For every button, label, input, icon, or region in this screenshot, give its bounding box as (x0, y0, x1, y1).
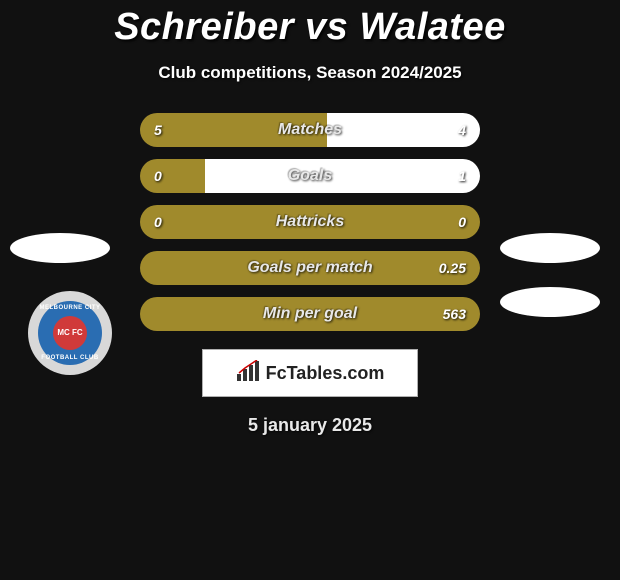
stat-row: Goals per match0.25 (140, 251, 480, 285)
stat-value-right: 0.25 (439, 260, 466, 276)
club-badge-left: MELBOURNE CITY MC FC FOOTBALL CLUB (28, 291, 112, 375)
stat-label: Goals (140, 167, 480, 185)
page-title: Schreiber vs Walatee (0, 0, 620, 49)
subtitle: Club competitions, Season 2024/2025 (0, 63, 620, 83)
player-left-placeholder-icon (10, 233, 110, 263)
badge-text-bottom: FOOTBALL CLUB (38, 355, 102, 361)
stat-row: 5Matches4 (140, 113, 480, 147)
stat-label: Goals per match (140, 259, 480, 277)
stat-label: Min per goal (140, 305, 480, 323)
content-area: MELBOURNE CITY MC FC FOOTBALL CLUB 5Matc… (0, 113, 620, 436)
stat-value-right: 563 (443, 306, 466, 322)
watermark-text: FcTables.com (266, 363, 385, 384)
stat-value-right: 4 (458, 122, 466, 138)
stat-row: 0Hattricks0 (140, 205, 480, 239)
fctables-logo-icon (236, 360, 262, 387)
stat-value-right: 0 (458, 214, 466, 230)
badge-text-top: MELBOURNE CITY (38, 305, 102, 311)
stat-row: 0Goals1 (140, 159, 480, 193)
club-right-placeholder-icon (500, 287, 600, 317)
stat-label: Matches (140, 121, 480, 139)
date-line: 5 january 2025 (0, 415, 620, 436)
stat-label: Hattricks (140, 213, 480, 231)
stat-rows: 5Matches40Goals10Hattricks0Goals per mat… (140, 113, 480, 331)
badge-center-icon: MC FC (53, 316, 87, 350)
club-badge-ring: MELBOURNE CITY MC FC FOOTBALL CLUB (38, 301, 102, 365)
player-right-placeholder-icon (500, 233, 600, 263)
stat-row: Min per goal563 (140, 297, 480, 331)
stat-value-right: 1 (458, 168, 466, 184)
watermark: FcTables.com (202, 349, 418, 397)
